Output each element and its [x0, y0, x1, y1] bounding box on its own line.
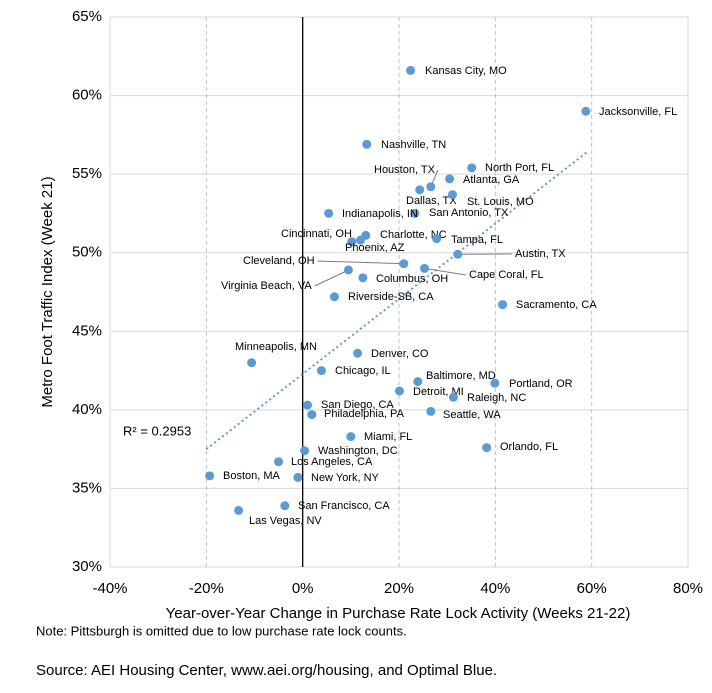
- point-label: Indianapolis, IN: [342, 208, 418, 220]
- point-label: Virginia Beach, VA: [221, 280, 312, 292]
- point: [300, 446, 309, 455]
- x-tick-label: 0%: [292, 580, 314, 597]
- point: [234, 506, 243, 515]
- point: [330, 292, 339, 301]
- point: [482, 443, 491, 452]
- x-tick-label: 40%: [480, 580, 510, 597]
- x-tick-label: -40%: [92, 580, 127, 597]
- point-label: Miami, FL: [364, 431, 412, 443]
- note: Note: Pittsburgh is omitted due to low p…: [36, 623, 407, 638]
- point: [344, 266, 353, 275]
- point: [395, 387, 404, 396]
- point: [274, 457, 283, 466]
- y-axis-label: Metro Foot Traffic Index (Week 21): [39, 176, 56, 407]
- point-label: Jacksonville, FL: [599, 106, 677, 118]
- point-label: Cincinnati, OH: [281, 228, 352, 240]
- point-label: Riverside-SB, CA: [348, 291, 434, 303]
- point: [445, 174, 454, 183]
- r-squared: R² = 0.2953: [123, 423, 191, 438]
- point-label: San Antonio, TX: [429, 207, 509, 219]
- point-label: Philadelphia, PA: [324, 408, 405, 420]
- point-label: Boston, MA: [223, 470, 281, 482]
- point: [399, 259, 408, 268]
- point-label: Baltimore, MD: [426, 370, 496, 382]
- point: [406, 66, 415, 75]
- point-label: Raleigh, NC: [467, 392, 526, 404]
- point: [490, 379, 499, 388]
- y-tick-label: 55%: [72, 165, 102, 182]
- point-label: North Port, FL: [485, 162, 554, 174]
- y-tick-label: 50%: [72, 244, 102, 261]
- point: [356, 236, 365, 245]
- point: [581, 107, 590, 116]
- point: [453, 250, 462, 259]
- x-tick-label: 20%: [384, 580, 414, 597]
- point: [448, 190, 457, 199]
- y-tick-label: 30%: [72, 558, 102, 575]
- point-label: Denver, CO: [371, 348, 429, 360]
- point-label: Columbus, OH: [376, 273, 448, 285]
- point: [317, 366, 326, 375]
- point: [413, 377, 422, 386]
- y-tick-label: 65%: [72, 8, 102, 25]
- x-tick-label: 60%: [577, 580, 607, 597]
- point: [205, 471, 214, 480]
- point-label: Minneapolis, MN: [235, 341, 317, 353]
- point-label: Phoenix, AZ: [345, 242, 405, 254]
- point: [346, 432, 355, 441]
- point-label: Sacramento, CA: [516, 299, 597, 311]
- y-tick-label: 45%: [72, 322, 102, 339]
- point: [415, 185, 424, 194]
- x-axis-label: Year-over-Year Change in Purchase Rate L…: [166, 605, 631, 622]
- point-label: Cape Coral, FL: [469, 269, 544, 281]
- y-tick-label: 35%: [72, 479, 102, 496]
- y-tick-label: 40%: [72, 401, 102, 418]
- point-label: Austin, TX: [515, 248, 566, 260]
- point: [324, 209, 333, 218]
- point: [293, 473, 302, 482]
- y-tick-label: 60%: [72, 87, 102, 104]
- leader-line: [315, 270, 349, 286]
- point-label: Kansas City, MO: [425, 65, 507, 77]
- point: [467, 163, 476, 172]
- point: [420, 264, 429, 273]
- point-label: Nashville, TN: [381, 139, 446, 151]
- point: [498, 300, 507, 309]
- point: [280, 501, 289, 510]
- point-label: Chicago, IL: [335, 365, 391, 377]
- point-label: Portland, OR: [509, 378, 573, 390]
- point-label: Las Vegas, NV: [249, 515, 322, 527]
- leader-line: [318, 261, 404, 264]
- point: [432, 234, 441, 243]
- point: [449, 393, 458, 402]
- point-label: Cleveland, OH: [243, 255, 315, 267]
- point-label: New York, NY: [311, 472, 380, 484]
- point-label: Tampa, FL: [451, 234, 503, 246]
- point: [358, 273, 367, 282]
- point: [362, 140, 371, 149]
- point: [307, 410, 316, 419]
- point: [303, 401, 312, 410]
- source: Source: AEI Housing Center, www.aei.org/…: [36, 662, 497, 679]
- point-label: Orlando, FL: [500, 441, 558, 453]
- x-tick-label: -20%: [189, 580, 224, 597]
- point-label: San Francisco, CA: [298, 500, 390, 512]
- point-label: Los Angeles, CA: [291, 456, 373, 468]
- point: [353, 349, 362, 358]
- point-label: Houston, TX: [374, 164, 436, 176]
- point-label: Seattle, WA: [443, 409, 501, 421]
- point-label: Atlanta, GA: [463, 174, 520, 186]
- point: [426, 407, 435, 416]
- point: [426, 182, 435, 191]
- x-tick-label: 80%: [673, 580, 703, 597]
- point: [247, 358, 256, 367]
